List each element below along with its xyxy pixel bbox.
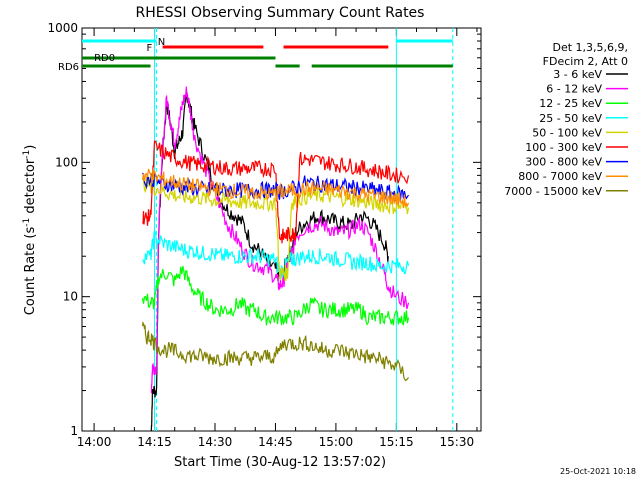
legend-label-3: 12 - 25 keV [539, 97, 602, 110]
series-line-3 [141, 265, 410, 326]
y-axis-label-end: ) [23, 145, 38, 150]
status-bar-label: F [146, 43, 152, 54]
legend-header-2: FDecim 2, Att 0 [543, 55, 628, 68]
legend-label-2: 6 - 12 keV [546, 83, 602, 96]
y-axis-label-mid: detector [23, 158, 38, 218]
y-axis-label-sup1: -1 [22, 218, 32, 227]
legend-label-7: 300 - 800 keV [525, 156, 602, 169]
series-line-2 [150, 86, 410, 394]
legend-label-9: 7000 - 15000 keV [504, 185, 602, 198]
y-axis-label: Count Rate (s-1 detector-1) [22, 145, 38, 316]
y-tick-label: 100 [55, 155, 78, 169]
plot-frame [81, 27, 482, 432]
series-line-9 [141, 320, 409, 382]
vertical-lines-group [154, 28, 454, 431]
x-tick-label: 14:00 [77, 435, 112, 449]
y-tick-label: 1000 [47, 21, 78, 35]
series-line-8 [141, 168, 410, 209]
legend-label-5: 50 - 100 keV [532, 126, 602, 139]
x-axis-label: Start Time (30-Aug-12 13:57:02) [174, 455, 386, 470]
legend-header-1: Det 1,3,5,6,9, [552, 41, 628, 54]
status-bar-label: RD6 [58, 62, 79, 73]
x-tick-label: 15:00 [319, 435, 354, 449]
x-tick-label: 15:30 [440, 435, 475, 449]
series-line-6 [142, 140, 410, 244]
status-bar-label: N [158, 37, 165, 48]
x-tick-label: 14:30 [198, 435, 233, 449]
series-group [141, 86, 410, 432]
legend-label-8: 800 - 7000 keV [518, 170, 602, 183]
y-tick-label: 1 [70, 424, 78, 438]
series-line-1 [150, 91, 389, 432]
axis-ticks-group: 14:00 14:15 14:30 14:45 15:00 15:15 15:30 1 10 10… [47, 21, 481, 449]
legend-label-1: 3 - 6 keV [553, 68, 602, 81]
legend-label-4: 25 - 50 keV [539, 112, 602, 125]
y-tick-label: 10 [63, 290, 78, 304]
legend: Det 1,3,5,6,9, FDecim 2, Att 0 3 - 6 keV… [504, 41, 628, 198]
date-stamp: 25-Oct-2021 10:18 [560, 467, 636, 476]
chart-title: RHESSI Observing Summary Count Rates [136, 5, 425, 21]
y-axis-label-main: Count Rate (s [23, 227, 38, 316]
x-tick-label: 15:15 [379, 435, 414, 449]
status-bars-group: NF RD0 RD6 [58, 37, 453, 73]
x-tick-label: 14:15 [137, 435, 172, 449]
y-axis-label-sup2: -1 [22, 150, 32, 159]
legend-label-6: 100 - 300 keV [525, 141, 602, 154]
x-tick-label: 14:45 [258, 435, 293, 449]
status-bar-label: RD0 [94, 53, 115, 64]
